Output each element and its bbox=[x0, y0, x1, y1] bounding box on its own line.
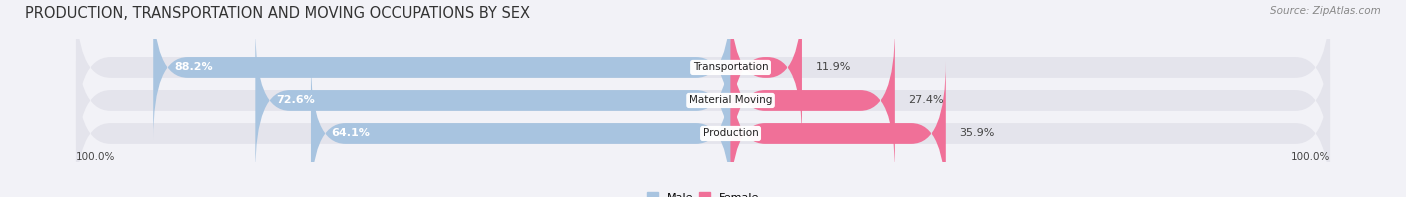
Text: Source: ZipAtlas.com: Source: ZipAtlas.com bbox=[1270, 6, 1381, 16]
FancyBboxPatch shape bbox=[256, 28, 731, 173]
Text: 100.0%: 100.0% bbox=[76, 152, 115, 162]
FancyBboxPatch shape bbox=[76, 0, 1330, 140]
FancyBboxPatch shape bbox=[76, 28, 1330, 173]
FancyBboxPatch shape bbox=[731, 28, 894, 173]
Legend: Male, Female: Male, Female bbox=[643, 188, 763, 197]
Text: 100.0%: 100.0% bbox=[1291, 152, 1330, 162]
Text: 35.9%: 35.9% bbox=[959, 128, 995, 138]
Text: 88.2%: 88.2% bbox=[174, 62, 212, 72]
FancyBboxPatch shape bbox=[76, 61, 1330, 197]
FancyBboxPatch shape bbox=[153, 0, 731, 140]
Text: PRODUCTION, TRANSPORTATION AND MOVING OCCUPATIONS BY SEX: PRODUCTION, TRANSPORTATION AND MOVING OC… bbox=[25, 6, 530, 21]
Text: 64.1%: 64.1% bbox=[332, 128, 371, 138]
Text: Material Moving: Material Moving bbox=[689, 96, 772, 105]
Text: Transportation: Transportation bbox=[693, 62, 768, 72]
Text: Production: Production bbox=[703, 128, 758, 138]
Text: 27.4%: 27.4% bbox=[908, 96, 945, 105]
Text: 11.9%: 11.9% bbox=[815, 62, 851, 72]
FancyBboxPatch shape bbox=[311, 61, 731, 197]
Text: 72.6%: 72.6% bbox=[276, 96, 315, 105]
FancyBboxPatch shape bbox=[731, 0, 801, 140]
FancyBboxPatch shape bbox=[731, 61, 946, 197]
